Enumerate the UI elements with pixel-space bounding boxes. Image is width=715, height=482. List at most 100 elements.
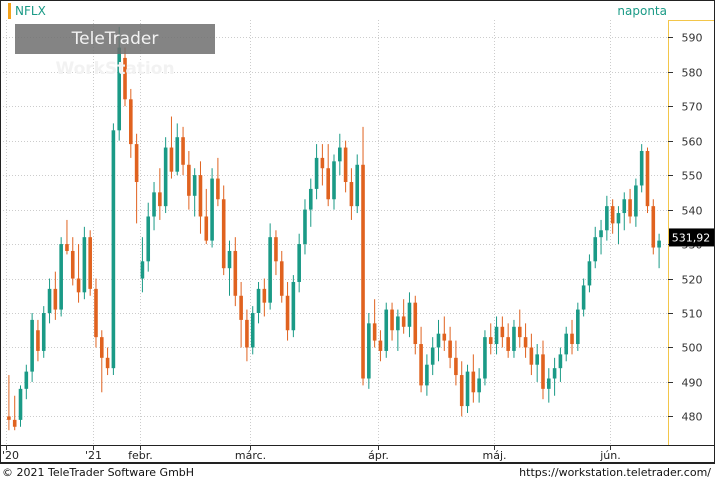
candle-body [425, 364, 429, 386]
candle-body [117, 47, 122, 131]
candle-body [378, 340, 383, 351]
candle-body [239, 295, 243, 320]
candle-body [326, 168, 330, 200]
candle-body [500, 326, 505, 338]
y-tick-label: 590 [682, 32, 703, 45]
footer-url[interactable]: https://workstation.teletrader.com/ [519, 466, 711, 479]
candle-body [227, 250, 232, 269]
candle-body [529, 347, 534, 365]
candle-body [99, 337, 104, 358]
candle-body [70, 250, 75, 279]
candle-body [262, 288, 267, 303]
candle-body [541, 354, 545, 389]
candle-body [274, 237, 278, 262]
candle-body [419, 344, 423, 386]
candle-body [158, 192, 162, 207]
candle-body [564, 333, 569, 355]
candle-body [355, 164, 360, 207]
candle-body [314, 157, 319, 189]
candle-body [343, 147, 348, 183]
candle-body [204, 216, 209, 241]
candle-body [483, 337, 487, 379]
candle-body [47, 288, 52, 314]
x-tick-label: márc. [235, 449, 266, 462]
candle-body [605, 206, 609, 231]
candle-body [645, 150, 650, 207]
candle-body [332, 161, 336, 200]
candle-body [163, 147, 168, 207]
y-tick-label: 510 [682, 308, 703, 321]
candle-body [285, 295, 290, 331]
copyright-text: © 2021 TeleTrader Software GmbH [2, 466, 195, 479]
candle-body [24, 371, 29, 389]
candle-body [477, 378, 481, 393]
x-tick-label: ápr. [368, 449, 389, 462]
candle-body [268, 237, 272, 303]
candle-body [396, 316, 400, 331]
candle-body [494, 326, 499, 345]
candle-body [30, 319, 34, 372]
x-tick-label: '21 [85, 449, 102, 462]
last-price-tag: 531,92 [669, 228, 714, 247]
candle-body [105, 357, 110, 369]
candle-body [367, 323, 371, 379]
candle-body [94, 288, 98, 338]
candle-body [390, 309, 394, 331]
candle-body [610, 206, 615, 224]
candle-body [506, 337, 510, 351]
candle-body [593, 237, 598, 262]
candle-body [41, 313, 46, 351]
candle-body [570, 333, 574, 345]
logo-text-light: TeleTrader [71, 29, 159, 49]
y-tick-label: 520 [682, 274, 703, 287]
x-tick-label: máj. [482, 449, 506, 462]
y-axis: 480490500510520530540550560570580590 [668, 32, 703, 424]
candle-body [372, 323, 377, 341]
candle-body [628, 199, 632, 217]
candle-body [59, 244, 63, 310]
candle-body [233, 250, 238, 296]
candle-body [18, 388, 23, 420]
candle-body [210, 178, 214, 241]
candle-body [361, 164, 365, 379]
last-price-value: 531,92 [672, 231, 711, 244]
candle-body [384, 309, 389, 351]
candle-body [129, 99, 133, 145]
candle-body [279, 261, 284, 296]
candle-body [221, 199, 226, 269]
y-tick-label: 490 [682, 377, 703, 390]
candle-body [471, 371, 476, 393]
candle-body [407, 302, 412, 327]
candle-body [465, 371, 470, 407]
y-tick-label: 540 [682, 205, 703, 218]
candle-body [639, 150, 644, 186]
candle-body [616, 213, 621, 224]
candle-body [198, 175, 203, 217]
candle-body [320, 157, 325, 169]
candle-body [581, 285, 586, 310]
candle-body [436, 333, 441, 348]
candle-body [111, 130, 116, 369]
y-tick-label: 480 [682, 411, 703, 424]
candle-body [88, 237, 92, 289]
candle-body [517, 326, 522, 338]
symbol-label: NFLX [8, 3, 46, 19]
x-tick-label: febr. [128, 449, 153, 462]
candle-body [413, 302, 418, 345]
candle-body [175, 137, 180, 172]
candle-body [152, 192, 156, 217]
candle-body [36, 330, 40, 351]
candle-body [181, 137, 185, 165]
candle-body [430, 347, 435, 365]
candle-body [442, 333, 447, 341]
candle-body [448, 340, 452, 358]
candle-body [308, 188, 313, 210]
candle-body [7, 416, 11, 420]
candle-body [558, 354, 563, 369]
candle-body [622, 199, 627, 214]
candle-body [303, 209, 307, 245]
y-tick-label: 500 [682, 342, 703, 355]
candle-body [488, 337, 493, 345]
candle-body [459, 375, 464, 407]
